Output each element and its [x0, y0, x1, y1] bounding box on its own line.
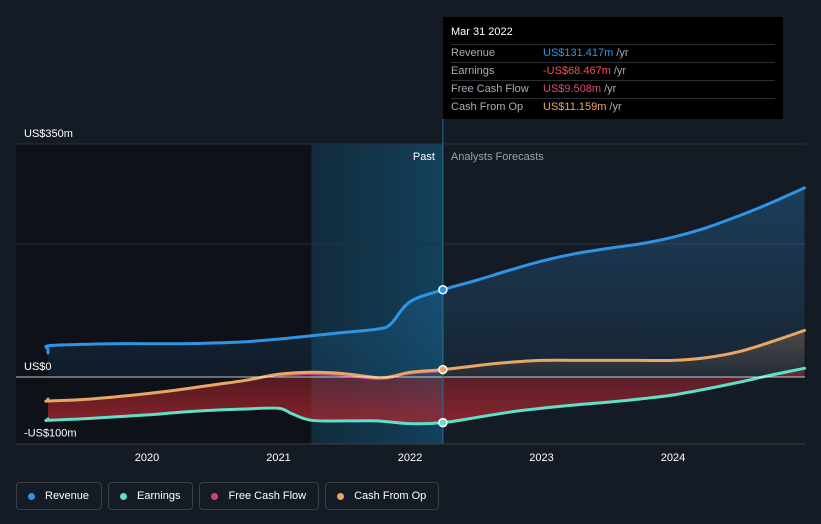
tooltip-row-label: Revenue: [451, 47, 496, 59]
legend-item-earnings[interactable]: Earnings: [108, 482, 194, 510]
legend-label: Free Cash Flow: [228, 490, 307, 502]
tooltip-row-revenue: Revenue US$131.417m /yr: [451, 44, 775, 62]
revenue-line: [44, 186, 806, 355]
legend-dot-icon: [120, 492, 128, 500]
legend-item-revenue[interactable]: Revenue: [16, 482, 103, 510]
tooltip-row-unit: /yr: [613, 65, 627, 77]
earnings-line: [44, 366, 806, 426]
financial-chart: US$350m US$0 -US$100m 2020 2021 2022 2023 2024…: [16, 119, 806, 464]
x-tick-label: 2021: [266, 452, 290, 464]
legend-item-cash-from-op[interactable]: Cash From Op: [325, 482, 440, 510]
x-axis-labels: 2020 2021 2022 2023 2024: [135, 452, 685, 464]
tooltip-row-value: US$9.508m: [543, 83, 602, 95]
revenue-area: [45, 187, 805, 377]
tooltip-row-value: US$11.159m: [543, 101, 607, 113]
tooltip-row-earnings: Earnings -US$68.467m /yr: [451, 62, 775, 80]
hover-markers: [438, 285, 448, 428]
legend-dot-icon: [211, 492, 219, 500]
y-axis-labels: US$350m US$0 -US$100m: [24, 128, 77, 440]
tooltip: Mar 31 2022 Revenue US$131.417m /yr Earn…: [443, 17, 783, 119]
tooltip-date: Mar 31 2022: [451, 26, 513, 38]
y-tick-label: US$350m: [24, 128, 73, 140]
legend-dot-icon: [28, 492, 35, 500]
x-tick-label: 2024: [661, 452, 685, 464]
tooltip-row-label: Earnings: [451, 65, 495, 77]
revenue-marker: [438, 285, 448, 295]
y-tick-label: US$0: [24, 361, 52, 373]
tooltip-row-label: Free Cash Flow: [451, 83, 529, 95]
x-tick-label: 2022: [398, 452, 422, 464]
tooltip-row-unit: /yr: [609, 101, 622, 113]
legend-label: Earnings: [137, 490, 181, 502]
tooltip-row-value: US$131.417m: [543, 47, 614, 59]
earnings-marker: [438, 417, 448, 428]
cash-from-op-area: [45, 330, 805, 378]
y-tick-label: -US$100m: [24, 428, 77, 440]
legend: Revenue Earnings Free Cash Flow Cash Fro…: [16, 482, 440, 510]
tooltip-row-value: -US$68.467m: [543, 65, 611, 77]
legend-item-free-cash-flow[interactable]: Free Cash Flow: [199, 482, 320, 510]
tooltip-row-free-cash-flow: Free Cash Flow US$9.508m /yr: [451, 80, 775, 98]
forecast-label: Analysts Forecasts: [451, 151, 544, 163]
tooltip-row-unit: /yr: [616, 47, 629, 59]
legend-label: Revenue: [45, 490, 90, 502]
tooltip-row-cash-from-op: Cash From Op US$11.159m /yr: [451, 98, 775, 116]
x-tick-label: 2023: [529, 452, 553, 464]
legend-dot-icon: [337, 492, 345, 500]
past-label: Past: [413, 151, 435, 163]
tooltip-rows: Revenue US$131.417m /yr Earnings -US$68.…: [451, 44, 775, 116]
legend-label: Cash From Op: [354, 490, 427, 502]
cash-from-op-marker: [438, 364, 448, 375]
tooltip-row-label: Cash From Op: [451, 101, 524, 113]
x-tick-label: 2020: [135, 452, 159, 464]
tooltip-row-unit: /yr: [604, 83, 617, 95]
